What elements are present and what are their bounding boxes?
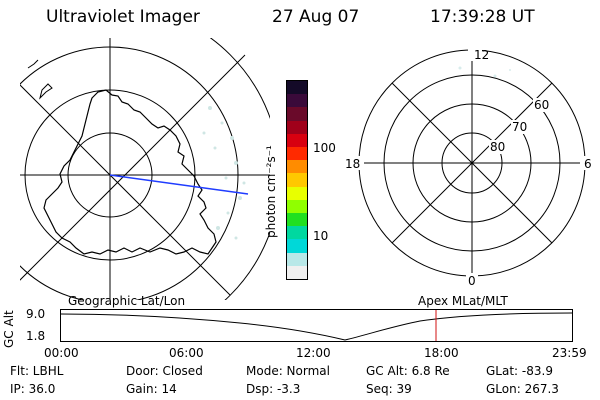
color-bar-segment [287,160,307,174]
gc-alt-info: GC Alt: 6.8 Re [366,364,450,378]
filter-info: Flt: LBHL [10,364,64,378]
uv-emission-speckle-mag [458,66,511,78]
color-bar-segment [287,252,307,267]
mlt-label-6: 6 [584,157,592,171]
lat-label-80: 80 [490,140,505,154]
lat-circle-outer [20,46,239,300]
geo-plot-title: Geographic Lat/Lon [68,294,186,308]
mag-plot-title: Apex MLat/MLT [418,294,508,308]
time-tick-0000: 00:00 [44,346,79,360]
altitude-tick-high: 9.0 [26,307,46,321]
altitude-axis-label: GC Alt [2,310,16,348]
meridian-diagonal-2 [20,54,246,281]
gain-info: Gain: 14 [126,382,177,396]
color-bar-segment [287,239,307,254]
instrument-title: Ultraviolet Imager [46,7,200,27]
color-bar [286,80,308,280]
geographic-map [20,38,270,300]
colorbar-unit-label: photon cm⁻²s⁻¹ [264,145,278,238]
color-bar-segment [287,173,307,188]
color-bar-segment [287,107,307,122]
date-label: 27 Aug 07 [272,7,360,27]
mlt-line-diagonal-2 [391,82,553,244]
colorbar-tick-100: 100 [313,141,336,155]
altitude-curve [60,312,573,341]
color-bar-segment [287,226,307,240]
noon-meridian-line [109,174,249,195]
time-tick-0600: 06:00 [169,346,204,360]
colorbar-tick-10: 10 [313,229,329,243]
ip-info: IP: 36.0 [10,382,56,396]
time-tick-1800: 18:00 [424,346,459,360]
magnetic-polar-plot: 12 18 6 0 60 70 80 [344,48,594,288]
island-outline [39,83,53,100]
color-bar-segment [287,94,307,108]
lat-label-70: 70 [512,120,527,134]
color-bar-segment [287,133,307,148]
time-label: 17:39:28 UT [430,7,535,27]
color-bar-segment [287,147,307,161]
continent-outline [43,89,217,255]
color-bar-segment [287,186,307,201]
mlt-label-12: 12 [474,48,489,62]
mlt-label-18: 18 [345,157,360,171]
timeline-frame [60,309,573,342]
altitude-timeline [60,309,573,342]
time-tick-1200: 12:00 [296,346,331,360]
altitude-tick-low: 1.8 [26,329,46,343]
seq-info: Seq: 39 [366,382,412,396]
glon-info: GLon: 267.3 [486,382,559,396]
color-bar-segment [287,213,307,227]
color-bar-segment [287,199,307,214]
color-bar-segment [287,81,307,95]
mlt-label-0: 0 [468,274,476,288]
mode-info: Mode: Normal [246,364,330,378]
door-info: Door: Closed [126,364,203,378]
uv-emission-speckle [202,106,246,240]
lat-label-60: 60 [534,98,549,112]
color-bar-segment [287,265,307,279]
glat-info: GLat: -83.9 [486,364,553,378]
coast-fragment [27,59,39,69]
dsp-info: Dsp: -3.3 [246,382,301,396]
time-tick-2359: 23:59 [552,346,587,360]
color-bar-segment [287,120,307,135]
lat-circle-outermost [209,38,270,300]
